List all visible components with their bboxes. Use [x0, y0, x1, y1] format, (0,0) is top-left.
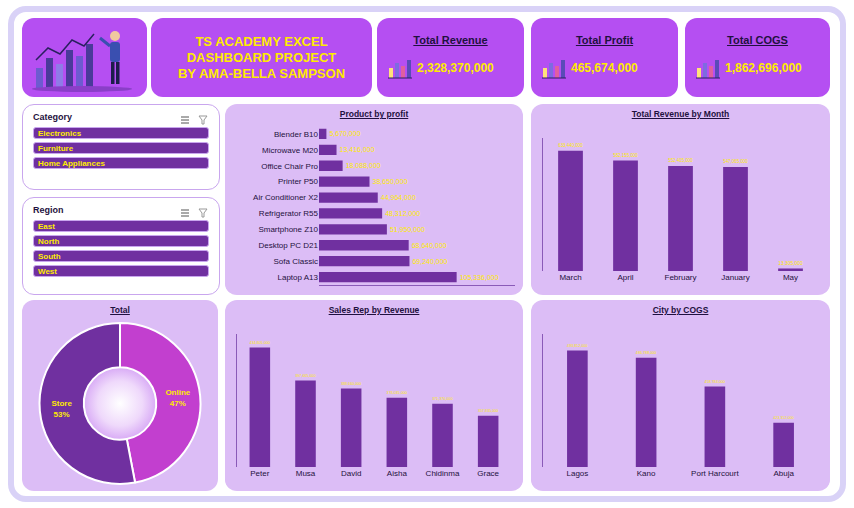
html-text:Total: Total: [110, 305, 130, 315]
html-text:Total COGS: Total COGS: [727, 34, 788, 46]
svg-text:February: February: [664, 273, 696, 282]
svg-text:Chidinma: Chidinma: [426, 469, 460, 478]
svg-text:Smartphone Z10: Smartphone Z10: [258, 225, 318, 234]
html-text:DASHBOARD PROJECT: DASHBOARD PROJECT: [186, 49, 337, 65]
svg-text:357,835,000: 357,835,000: [478, 409, 498, 413]
svg-text:Peter: Peter: [250, 469, 269, 478]
html-text:Sales Rep by Revenue: Sales Rep by Revenue: [328, 305, 420, 315]
html-text:Total Revenue by Month: Total Revenue by Month: [631, 109, 730, 119]
svg-text:582,155,000: 582,155,000: [613, 153, 638, 158]
html-text:TS ACADEMY EXCEL: TS ACADEMY EXCEL: [195, 33, 328, 49]
html-text:Total Profit: Total Profit: [575, 34, 634, 46]
svg-text:Microwave M20: Microwave M20: [262, 146, 319, 155]
html-text:Region: Region: [33, 205, 64, 215]
svg-text:Abuja: Abuja: [773, 469, 794, 478]
html-text:Home Appliances: Home Appliances: [38, 159, 105, 168]
html-text:North: North: [38, 237, 60, 246]
html-text:Furniture: Furniture: [38, 144, 74, 153]
svg-text:April: April: [617, 273, 633, 282]
svg-text:105,336,000: 105,336,000: [460, 274, 499, 281]
svg-text:547,065,000: 547,065,000: [723, 159, 748, 164]
svg-text:68,640,000: 68,640,000: [412, 242, 447, 249]
html-text:Electronics: Electronics: [38, 129, 82, 138]
html-text:1,862,696,000: 1,862,696,000: [725, 61, 802, 75]
svg-text:18,088,000: 18,088,000: [346, 162, 381, 169]
svg-text:May: May: [783, 273, 798, 282]
html-text:Total Revenue: Total Revenue: [413, 34, 488, 46]
svg-text:552,405,000: 552,405,000: [668, 158, 693, 163]
svg-text:Laptop A13: Laptop A13: [278, 273, 319, 282]
svg-text:Aisha: Aisha: [387, 469, 408, 478]
svg-text:397,665,000: 397,665,000: [295, 374, 315, 378]
html-text:City by COGS: City by COGS: [652, 305, 709, 315]
svg-text:Refrigerator R55: Refrigerator R55: [259, 209, 319, 218]
html-text:South: South: [38, 252, 61, 261]
svg-text:Air Conditioner X2: Air Conditioner X2: [253, 193, 318, 202]
svg-text:633,440,000: 633,440,000: [558, 143, 583, 148]
html-text:465,674,000: 465,674,000: [571, 61, 638, 75]
svg-text:Office Chair Pro: Office Chair Pro: [261, 162, 318, 171]
html-text:Product by profit: Product by profit: [339, 109, 409, 119]
svg-text:Store53%: Store53%: [51, 399, 72, 418]
svg-text:38,650,000: 38,650,000: [373, 178, 408, 185]
svg-text:486,788,000: 486,788,000: [636, 351, 657, 355]
svg-text:Lagos: Lagos: [566, 469, 588, 478]
svg-text:13,305,000: 13,305,000: [778, 261, 803, 266]
svg-text:69,240,000: 69,240,000: [412, 258, 447, 265]
svg-text:13,416,000: 13,416,000: [340, 146, 375, 153]
svg-text:388,660,000: 388,660,000: [341, 382, 361, 386]
svg-text:371,370,000: 371,370,000: [432, 397, 452, 401]
svg-text:Kano: Kano: [637, 469, 656, 478]
svg-text:Port Harcourt: Port Harcourt: [691, 469, 739, 478]
svg-text:378,035,000: 378,035,000: [387, 391, 407, 395]
svg-text:51,950,000: 51,950,000: [390, 226, 425, 233]
svg-text:493,812,000: 493,812,000: [567, 344, 588, 348]
html-text:East: East: [38, 222, 55, 231]
svg-text:March: March: [559, 273, 581, 282]
svg-text:48,312,000: 48,312,000: [385, 210, 420, 217]
svg-text:Desktop PC D21: Desktop PC D21: [258, 241, 318, 250]
svg-text:434,805,000: 434,805,000: [250, 341, 270, 345]
svg-text:Online47%: Online47%: [165, 388, 190, 407]
svg-text:David: David: [341, 469, 361, 478]
html-text:West: West: [38, 267, 57, 276]
svg-text:44,964,000: 44,964,000: [381, 194, 416, 201]
svg-text:January: January: [721, 273, 749, 282]
svg-text:Printer P50: Printer P50: [278, 177, 319, 186]
svg-text:458,784,000: 458,784,000: [705, 380, 726, 384]
html-text:2,328,370,000: 2,328,370,000: [417, 61, 494, 75]
svg-text:Musa: Musa: [296, 469, 316, 478]
svg-text:Blender B10: Blender B10: [274, 130, 319, 139]
svg-text:Grace: Grace: [477, 469, 499, 478]
html-text:Category: Category: [33, 112, 72, 122]
svg-text:5,670,000: 5,670,000: [329, 130, 360, 137]
svg-text:Sofa Classic: Sofa Classic: [274, 257, 318, 266]
svg-text:423,312,000: 423,312,000: [773, 416, 794, 420]
html-text:BY AMA-BELLA SAMPSON: BY AMA-BELLA SAMPSON: [178, 65, 345, 81]
